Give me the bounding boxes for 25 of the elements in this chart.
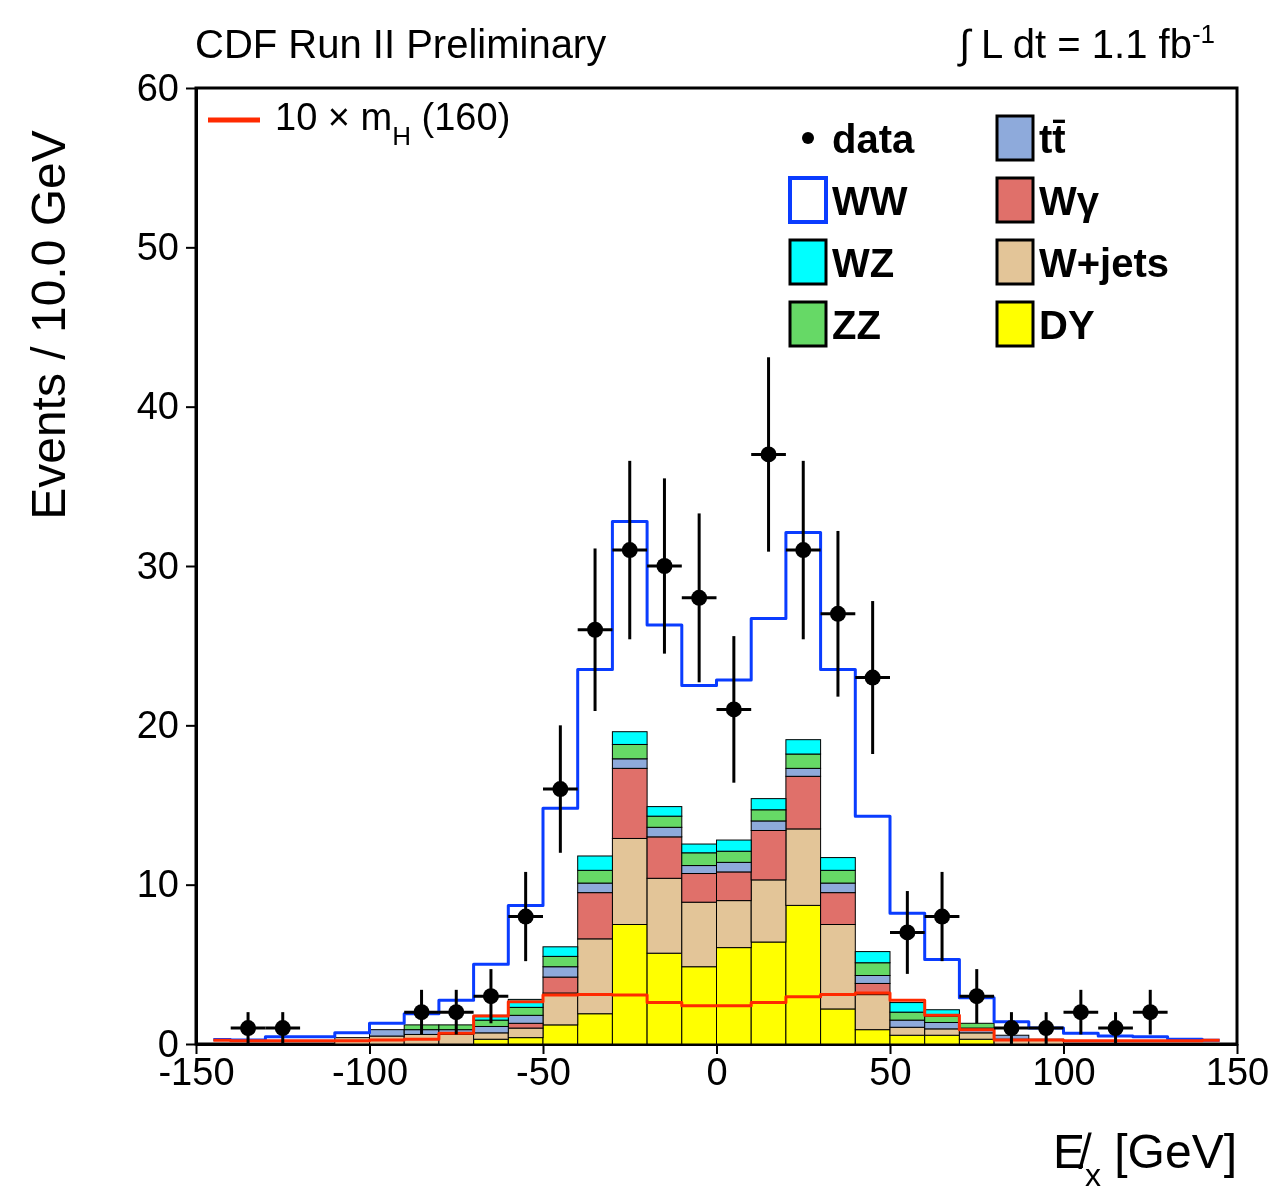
legend-label: DY [1039,303,1095,347]
legend-label: WW [832,179,908,223]
y-tick-label: 60 [136,66,179,109]
x-tick-label: 50 [869,1051,912,1093]
y-tick-label: 10 [136,863,179,906]
y-tick-label: 50 [136,225,179,268]
legend-label: W+jets [1039,241,1170,285]
legend-label: WZ [832,241,895,285]
y-tick-label: 20 [136,703,179,746]
legend-label: ZZ [832,303,881,347]
x-tick-label: -100 [331,1051,409,1093]
legend-label: tt̄ [1039,117,1066,161]
legend-label: 10 × m$_{H}$ (160) [275,96,511,151]
x-tick-label: -50 [516,1051,571,1093]
legend-label: data [832,117,915,161]
chart-title: CDF Run II Preliminary [195,22,607,66]
y-tick-label: 30 [136,544,179,587]
x-tick-label: 100 [1032,1051,1096,1093]
chart-subtitle: ∫ L dt = 1.1 fb$^{-1}$ [956,19,1215,67]
y-tick-label: 40 [136,385,179,428]
y-axis-title: Events / 10.0 GeV [22,130,75,520]
x-tick-label: 150 [1205,1051,1270,1093]
legend-label: Wγ [1039,179,1100,223]
x-axis-title: E̸$_{x}$ [GeV] [1052,1125,1237,1193]
x-tick-label: 0 [706,1051,728,1093]
